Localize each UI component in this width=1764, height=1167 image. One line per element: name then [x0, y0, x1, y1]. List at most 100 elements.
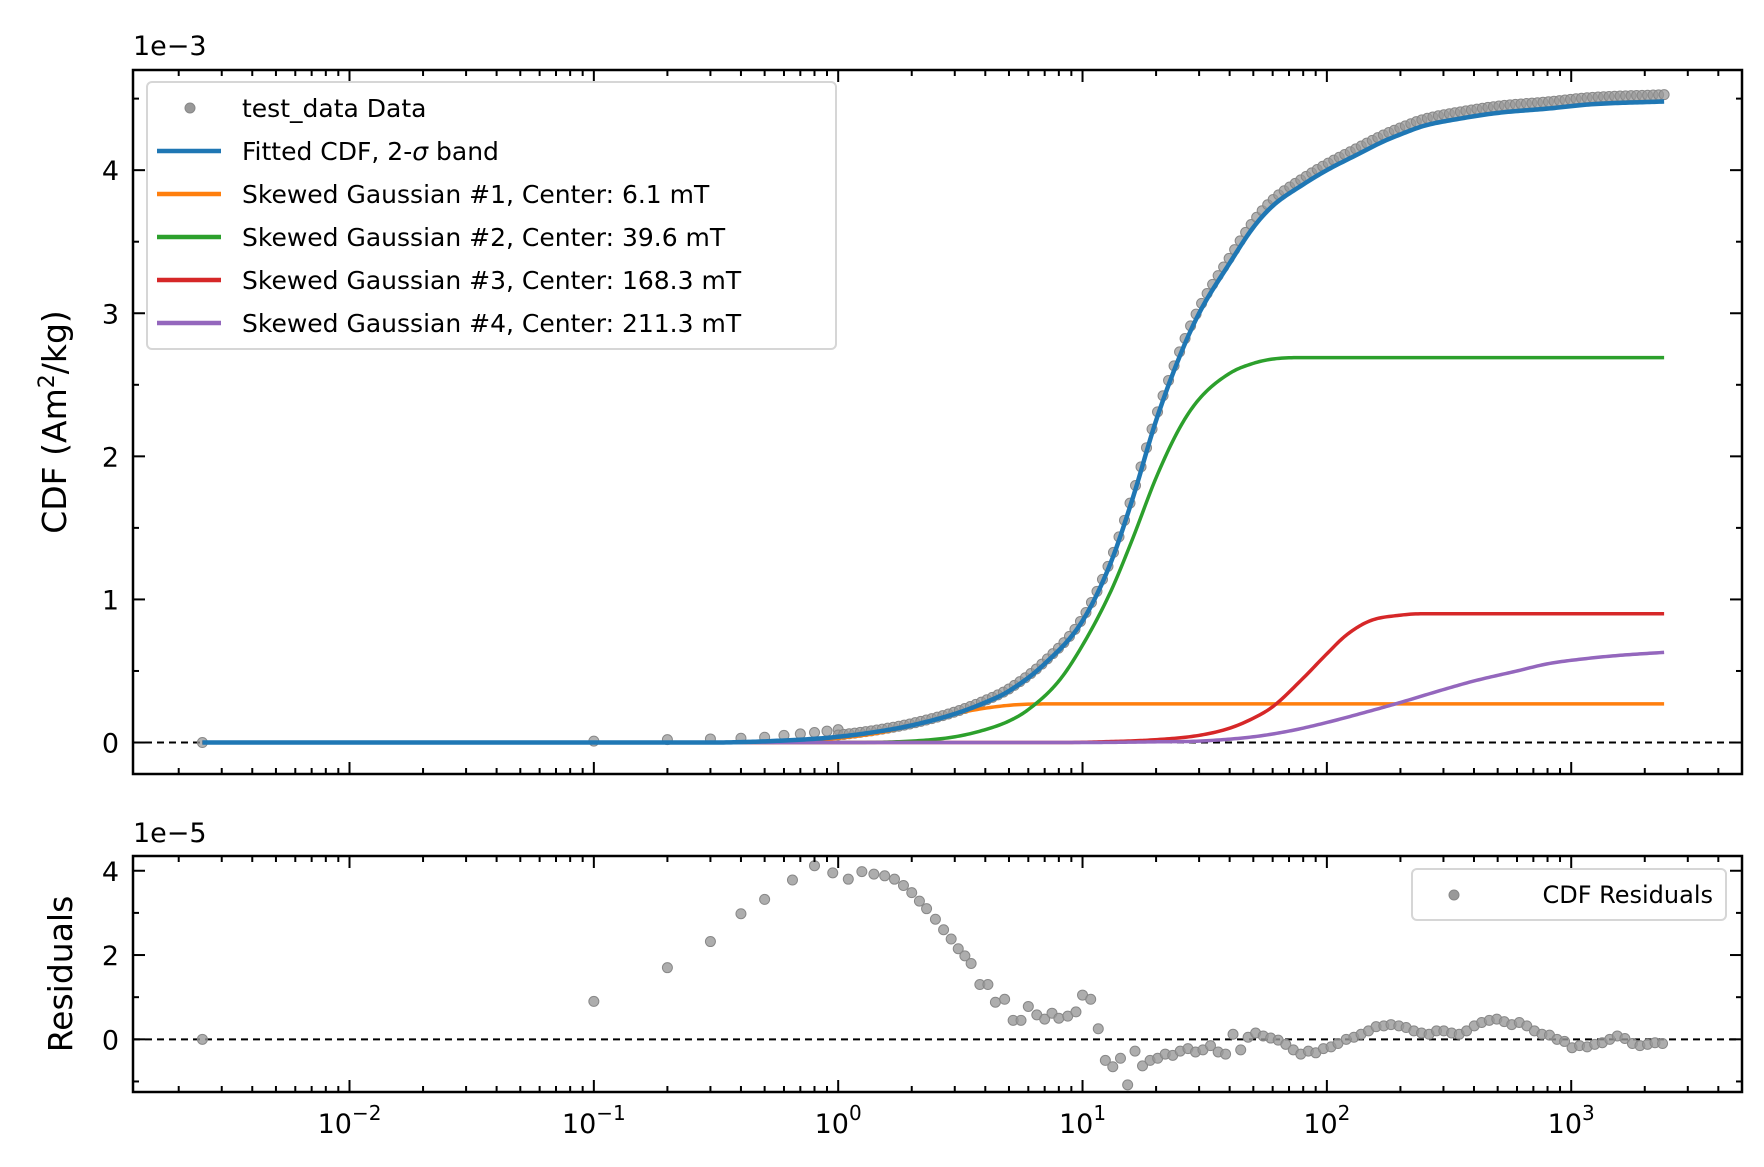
cdf-legend-box: [146, 81, 837, 350]
legend-marker-residuals: [1448, 889, 1460, 901]
y-tick-label: 4: [102, 156, 119, 187]
residual-point: [1205, 1040, 1217, 1052]
residual-point: [1022, 1000, 1034, 1012]
y-tick-label: 0: [102, 729, 119, 760]
residual-point: [999, 993, 1011, 1005]
residual-point: [906, 887, 918, 899]
residual-point: [1227, 1028, 1239, 1040]
residual-point: [1137, 1060, 1149, 1072]
residual-point: [982, 979, 994, 991]
cdf-offset-text: 1e−3: [133, 31, 207, 62]
legend-label-gaussian-1: Skewed Gaussian #1, Center: 6.1 mT: [242, 180, 710, 209]
series-line: [202, 650, 1665, 745]
x-tick-label: 10−2: [318, 1101, 382, 1140]
residual-point: [856, 866, 868, 878]
x-tick-label: 102: [1303, 1101, 1350, 1140]
y-tick-label: 0: [102, 1025, 119, 1056]
legend-label-residuals: CDF Residuals: [1542, 881, 1713, 909]
residual-y-tick-labels: 0 2 4: [102, 857, 119, 1057]
residual-point: [888, 873, 900, 885]
legend-label-gaussian-3: Skewed Gaussian #3, Center: 168.3 mT: [242, 266, 742, 295]
residual-point: [879, 870, 891, 882]
legend-label-fitted-cdf: Fitted CDF, 2-σ band: [242, 137, 499, 166]
residual-legend: CDF Residuals: [1411, 868, 1727, 921]
y-tick-label: 4: [102, 857, 119, 888]
residual-point: [913, 895, 925, 907]
residual-point: [1092, 1023, 1104, 1035]
residual-legend-box: [1411, 868, 1727, 921]
series-line: [202, 99, 1665, 745]
residual-point: [661, 962, 673, 974]
y-tick-label: 2: [102, 442, 119, 473]
residual-point: [1099, 1054, 1111, 1066]
residual-points: [196, 860, 1669, 1091]
residual-point: [938, 924, 950, 936]
residual-point: [952, 943, 964, 955]
legend-label-gaussian-4: Skewed Gaussian #4, Center: 211.3 mT: [242, 309, 742, 338]
residual-point: [1220, 1048, 1232, 1060]
residual-point: [735, 908, 747, 920]
legend-label-fitted-cdf-sigma: σ: [412, 137, 429, 166]
residual-point: [704, 936, 716, 948]
cdf-y-axis-title-main: CDF (Am: [35, 388, 74, 534]
residual-point: [588, 995, 600, 1007]
residual-point: [1235, 1044, 1247, 1056]
residual-point: [1129, 1045, 1141, 1057]
residual-point: [1107, 1061, 1119, 1073]
cdf-plot-frame: [131, 68, 1744, 776]
residual-point: [809, 860, 821, 872]
series-line: [202, 355, 1665, 745]
residual-point: [1039, 1013, 1051, 1025]
legend-label-fitted-cdf-pre: Fitted CDF, 2-: [242, 137, 412, 166]
residual-point: [959, 950, 971, 962]
x-tick-label: 101: [1059, 1101, 1106, 1140]
y-tick-label: 2: [102, 941, 119, 972]
cdf-y-axis-title-sup: 2: [35, 374, 60, 388]
residual-point: [827, 867, 839, 879]
residual-point: [1280, 1038, 1292, 1050]
residual-point: [1619, 1032, 1631, 1044]
cdf-data-point: [809, 727, 821, 739]
residual-y-axis-title: Residuals: [41, 896, 80, 1053]
residual-point: [1461, 1025, 1473, 1037]
residual-point: [897, 880, 909, 891]
residual-point: [945, 933, 957, 945]
y-tick-label: 3: [102, 299, 119, 330]
residual-point: [1015, 1014, 1027, 1026]
residual-point: [1559, 1035, 1571, 1047]
residual-point: [1657, 1038, 1669, 1050]
residual-point: [759, 893, 771, 905]
residual-plot-frame: [131, 854, 1744, 1094]
legend-label-gaussian-2: Skewed Gaussian #2, Center: 39.6 mT: [242, 223, 726, 252]
x-tick-label: 100: [815, 1101, 862, 1140]
x-tick-labels: 10−2 10−1 100 101 102 103: [318, 1101, 1595, 1140]
residual-point: [1053, 1012, 1065, 1024]
cdf-data-point: [821, 725, 833, 737]
residual-point: [1122, 1079, 1134, 1091]
cdf-y-tick-labels: 0 1 2 3 4: [102, 156, 119, 759]
residual-point: [868, 868, 880, 880]
residual-point: [921, 903, 933, 915]
cdf-y-axis-title-tail: /kg): [35, 310, 74, 374]
residual-point: [989, 996, 1001, 1008]
cdf-series-lines: [202, 99, 1665, 745]
cdf-data-point: [1658, 89, 1670, 101]
residual-point: [1114, 1052, 1126, 1064]
residual-offset-text: 1e−5: [133, 818, 207, 849]
residual-point: [1085, 993, 1097, 1005]
residual-point: [1521, 1020, 1533, 1032]
legend-label-fitted-cdf-post: band: [428, 137, 499, 166]
x-tick-label: 10−1: [562, 1101, 626, 1140]
residual-point: [842, 873, 854, 885]
residual-point: [929, 913, 941, 925]
x-tick-label: 103: [1548, 1101, 1595, 1140]
residual-point: [196, 1033, 208, 1045]
cdf-legend: test_data Data Fitted CDF, 2-σ band Skew…: [146, 81, 837, 350]
legend-marker-data: [184, 102, 196, 114]
residual-point: [965, 957, 977, 969]
residual-panel: 024 10−2 10−1 100 101 102 103 1e−5 Residuals …: [41, 818, 1744, 1140]
residual-point: [786, 874, 798, 886]
cdf-y-axis-title: CDF (Am2/kg): [35, 310, 74, 534]
